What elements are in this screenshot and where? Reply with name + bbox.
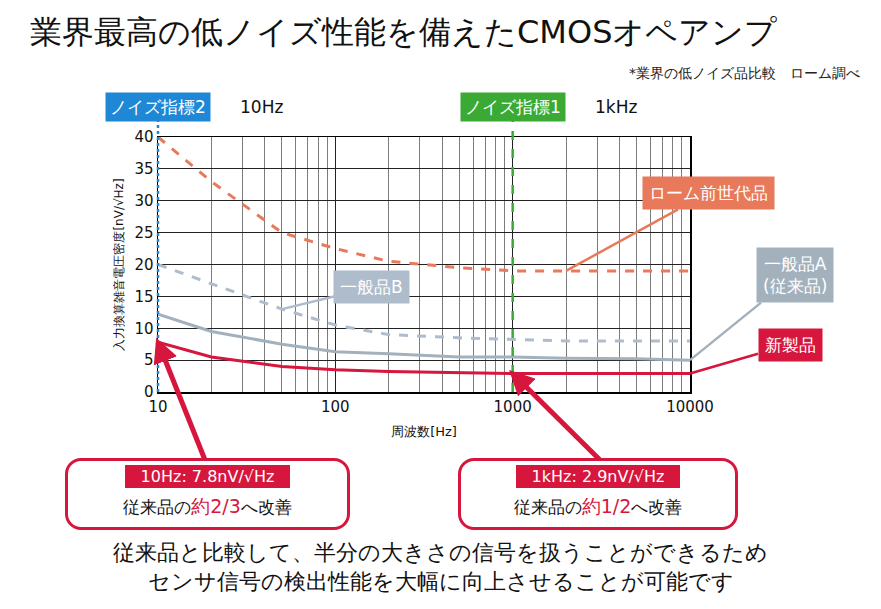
svg-text:1kHz: 1kHz [595,97,637,117]
svg-text:35: 35 [134,160,153,178]
svg-text:業界最高の低ノイズ性能を備えたCMOSオペアンプ: 業界最高の低ノイズ性能を備えたCMOSオペアンプ [30,13,777,51]
svg-text:10: 10 [148,398,167,416]
svg-text:15: 15 [134,288,153,306]
svg-text:10Hz: 10Hz [240,97,283,117]
html-text:従来品の約2/3へ改善: 従来品の約2/3へ改善 [123,495,292,517]
svg-text:ノイズ指標2: ノイズ指標2 [110,97,206,117]
html-text:10Hz: 7.8nV/√Hz: 10Hz: 7.8nV/√Hz [140,467,275,486]
svg-text:一般品A(従来品): 一般品A(従来品) [763,254,827,296]
svg-text:ノイズ指標1: ノイズ指標1 [465,97,561,117]
svg-text:入力換算雑音電圧密度[nV/√Hz]: 入力換算雑音電圧密度[nV/√Hz] [112,178,126,350]
svg-text:5: 5 [144,351,154,369]
svg-text:ローム前世代品: ローム前世代品 [649,183,768,203]
svg-text:新製品: 新製品 [765,335,816,355]
html-text:1kHz: 2.9nV/√Hz: 1kHz: 2.9nV/√Hz [531,467,665,486]
svg-text:10: 10 [134,320,153,338]
svg-text:100: 100 [321,398,350,416]
html-text:従来品と比較して、半分の大きさの信号を扱うことができるため: 従来品と比較して、半分の大きさの信号を扱うことができるため [113,540,768,565]
svg-text:40: 40 [134,128,153,146]
svg-text:1000: 1000 [494,398,532,416]
html-text:従来品の約1/2へ改善: 従来品の約1/2へ改善 [513,495,683,517]
svg-text:周波数[Hz]: 周波数[Hz] [391,424,457,439]
svg-text:10000: 10000 [666,398,714,416]
svg-text:30: 30 [134,192,153,210]
svg-text:0: 0 [144,383,154,401]
html-text:センサ信号の検出性能を大幅に向上させることが可能です: センサ信号の検出性能を大幅に向上させることが可能です [147,569,734,594]
svg-text:25: 25 [134,224,153,242]
svg-text:20: 20 [134,256,153,274]
svg-text:*業界の低ノイズ品比較 ローム調べ: *業界の低ノイズ品比較 ローム調べ [629,65,860,81]
svg-text:一般品B: 一般品B [340,277,403,297]
